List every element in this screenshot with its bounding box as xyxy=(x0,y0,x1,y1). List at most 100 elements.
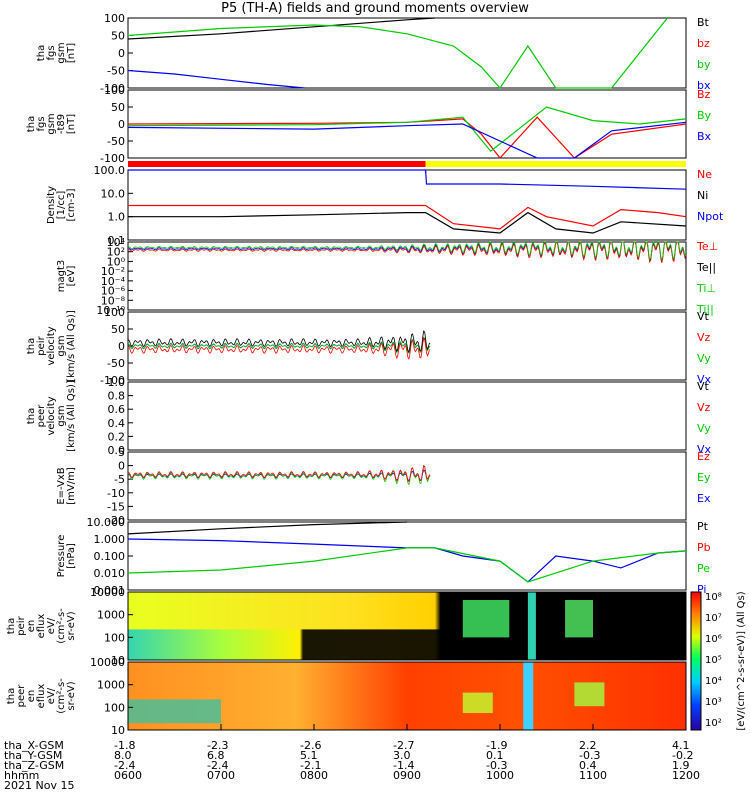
ylabel-line: en xyxy=(26,690,37,703)
colorbar-tick-label: 10⁴ xyxy=(705,676,722,687)
time-axis-value: 1.9 xyxy=(672,759,690,772)
y-tick-label: 0.100 xyxy=(94,550,126,563)
time-axis-value: -2.7 xyxy=(393,739,415,752)
ylabel-line: fgs xyxy=(36,116,47,131)
panel-frame-peer-velocity xyxy=(127,381,687,451)
colorbar-tick-label: 10³ xyxy=(705,697,722,708)
y-tick-label: 0 xyxy=(118,118,125,131)
time-axis-value: -2.1 xyxy=(300,759,322,772)
ylabel-line: [km/s (All Qs)] xyxy=(66,380,77,452)
peir-spectrogram-band2 xyxy=(565,600,593,638)
peir-spectrogram-dip xyxy=(527,592,536,660)
time-axis-row-label: tha_Z-GSM xyxy=(4,759,65,772)
y-tick-label: -10 xyxy=(107,487,125,500)
ylabel-line: Density xyxy=(46,186,57,224)
time-axis-value: 0.4 xyxy=(579,759,597,772)
ylabel-line: eflux xyxy=(36,684,47,709)
time-axis-value: 3.0 xyxy=(393,749,411,762)
y-tick-label: 1.000 xyxy=(94,533,126,546)
y-tick-label: 10 xyxy=(111,654,125,667)
y-tick-label: 1000 xyxy=(97,679,125,692)
ylabel-temperature: magt3 [eV] xyxy=(56,260,77,293)
time-axis-row-label: hhmm xyxy=(4,769,40,782)
time-axis-value: -2.4 xyxy=(114,759,136,772)
y-tick-label: -100 xyxy=(100,374,125,387)
panel-frame-temperature xyxy=(127,241,687,311)
ylabel-line: [eV] xyxy=(66,266,77,287)
legend-Vt: Vt xyxy=(697,380,710,393)
y-tick-label: 100 xyxy=(104,701,125,714)
ylabel-line: [nPa] xyxy=(66,543,77,569)
y-tick-label: 0.001 xyxy=(94,584,126,597)
legend-Ne: Ne xyxy=(697,168,712,181)
peer-spectrogram-blob2 xyxy=(574,682,605,707)
time-axis-value: 0700 xyxy=(207,769,235,782)
y-tick-label: 10⁰ xyxy=(107,255,126,268)
series-Npot xyxy=(128,169,687,190)
peir-vt-trace xyxy=(127,330,431,354)
colorbar-tick-label: 10² xyxy=(705,718,722,729)
ylabel-line: gsm xyxy=(56,42,67,63)
ylabel-line: gsm xyxy=(46,113,57,134)
ylabel-line: en xyxy=(26,620,37,633)
ylabel-line: velocity xyxy=(46,396,57,435)
colorbar-label: [eV/(cm^2-s-sr-eV)] (All Qs) xyxy=(736,591,747,730)
series-Pe xyxy=(127,547,687,583)
y-tick-label: 10⁻⁴ xyxy=(101,275,126,288)
panel-frame-pressure xyxy=(127,521,687,591)
legend-Vx: Vx xyxy=(697,373,712,386)
legend-by: by xyxy=(697,58,711,71)
ylabel-line: E=-VxB xyxy=(56,467,67,504)
y-tick-label: 0.2 xyxy=(108,430,126,443)
panel-frame-peir-spectrogram xyxy=(127,591,687,661)
colorbar-tick-label: 10⁶ xyxy=(705,634,722,645)
y-tick-label: 10000 xyxy=(90,656,125,669)
ylabel-line: fgs xyxy=(46,45,57,60)
ylabel-line: [cm-3] xyxy=(66,188,77,221)
ylabel-line: tha xyxy=(6,688,17,704)
series-bx xyxy=(127,69,305,89)
ylabel-line: -t89 xyxy=(56,114,67,134)
y-tick-label: 0 xyxy=(118,47,125,60)
time-axis-value: 1000 xyxy=(486,769,514,782)
status-bar-yellow xyxy=(425,161,686,167)
series-Ne xyxy=(128,204,687,230)
y-tick-label: 100 xyxy=(104,306,125,319)
ylabel-line: [nT] xyxy=(66,114,77,134)
time-axis-value: -1.8 xyxy=(114,739,136,752)
ylabel-line: magt3 xyxy=(56,260,67,293)
time-axis-value: 0900 xyxy=(393,769,421,782)
y-tick-label: 0.4 xyxy=(108,417,126,430)
time-axis-value: 5.1 xyxy=(300,749,318,762)
ylabel-line: gsm xyxy=(56,335,67,356)
y-tick-label: 100 xyxy=(104,631,125,644)
y-tick-label: -50 xyxy=(107,135,125,148)
ylabel-line: (cm²-s- xyxy=(56,608,67,644)
ylabel-line: sr-eV) xyxy=(66,681,77,710)
series-Bx xyxy=(127,121,687,159)
legend-Te⊥: Te⊥ xyxy=(696,240,718,253)
ylabel-line: peir xyxy=(16,615,27,635)
time-axis-value: -2.3 xyxy=(207,739,229,752)
series-By xyxy=(127,106,687,153)
y-tick-label: 100 xyxy=(104,84,125,97)
ylabel-line: tha xyxy=(26,408,37,424)
legend-Pi: Pi xyxy=(697,583,706,596)
peer-spectrogram-blob xyxy=(462,692,493,713)
legend-Pb: Pb xyxy=(697,541,711,554)
ylabel-line: velocity xyxy=(46,326,57,365)
date-label: 2021 Nov 15 xyxy=(4,779,75,792)
legend-Ey: Ey xyxy=(697,471,711,484)
ylabel-line: Pressure xyxy=(56,535,67,578)
y-tick-label: 1.0 xyxy=(108,211,126,224)
y-tick-label: 10000 xyxy=(90,586,125,599)
ylabel-line: sr-eV) xyxy=(66,611,77,640)
y-tick-label: -100 xyxy=(100,82,125,95)
peir-vy-trace xyxy=(127,336,431,354)
time-axis-value: -0.3 xyxy=(486,759,508,772)
y-tick-label: 0.0 xyxy=(108,444,126,457)
legend-Vt: Vt xyxy=(697,310,710,323)
page-title: P5 (TH-A) fields and ground moments over… xyxy=(221,1,529,16)
ylabel-line: [nT] xyxy=(66,43,77,63)
time-axis-value: 0800 xyxy=(300,769,328,782)
